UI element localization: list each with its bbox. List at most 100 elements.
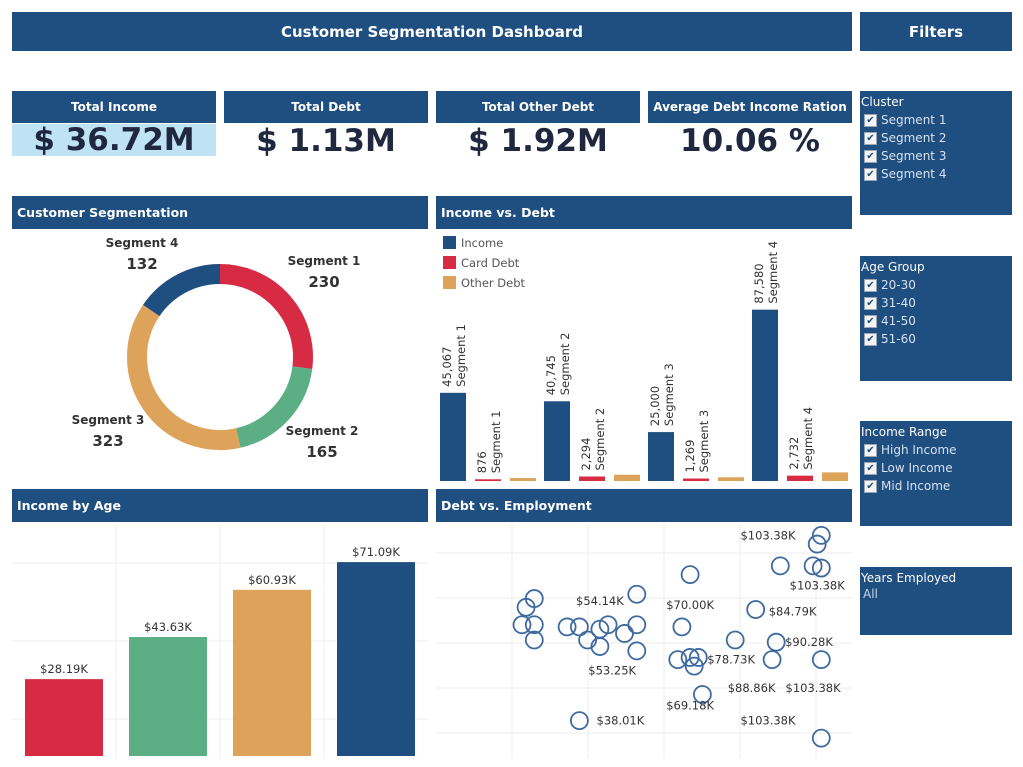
scatter-label: $103.38K xyxy=(790,579,846,593)
donut-slice-value: 132 xyxy=(126,255,157,273)
scatter-label: $38.01K xyxy=(597,714,645,728)
scatter-point[interactable] xyxy=(766,632,786,652)
bar-income[interactable] xyxy=(544,401,570,481)
scatter-point[interactable] xyxy=(627,641,647,661)
filter-years-employed-value[interactable]: All xyxy=(863,587,878,601)
scatter-point[interactable] xyxy=(516,597,536,617)
donut-slice-label: Segment 2 xyxy=(286,424,359,438)
bar-income[interactable] xyxy=(752,309,778,481)
legend-swatch xyxy=(443,256,456,269)
filter-cluster-option[interactable]: ✔ Segment 4 xyxy=(861,165,1011,183)
age-bar-41-50[interactable] xyxy=(233,589,311,756)
kpi-total-other-debt-label: Total Other Debt xyxy=(436,91,640,123)
filter-cluster-title: Cluster xyxy=(861,95,904,109)
checkbox-checked-icon[interactable]: ✔ xyxy=(864,461,877,475)
scatter-point[interactable] xyxy=(680,565,700,584)
scatter-point[interactable] xyxy=(807,534,827,554)
bar-income[interactable] xyxy=(648,432,674,481)
income-by-age-chart: $28.19K $43.63K $60.93K $71.09K xyxy=(12,523,428,759)
bar-card-debt[interactable] xyxy=(683,478,709,481)
filter-cluster-option[interactable]: ✔ Segment 1 xyxy=(861,111,1011,129)
filter-age-option[interactable]: ✔ 20-30 xyxy=(861,276,1011,294)
scatter-point[interactable] xyxy=(770,556,790,576)
scatter-point[interactable] xyxy=(569,617,589,637)
scatter-point[interactable] xyxy=(578,630,598,650)
bar-card-debt[interactable] xyxy=(475,479,501,481)
scatter-point[interactable] xyxy=(668,650,688,670)
age-bar-51-60[interactable] xyxy=(337,562,415,756)
checkbox-checked-icon[interactable]: ✔ xyxy=(864,479,877,493)
filter-income-option[interactable]: ✔ High Income xyxy=(861,441,1011,459)
scatter-point[interactable] xyxy=(680,648,700,667)
checkbox-checked-icon[interactable]: ✔ xyxy=(864,167,877,181)
filter-age-option[interactable]: ✔ 31-40 xyxy=(861,294,1011,312)
bar-other-debt[interactable] xyxy=(614,474,640,481)
filter-income-option[interactable]: ✔ Mid Income xyxy=(861,477,1011,495)
scatter-point[interactable] xyxy=(688,648,708,667)
donut-slice-value: 323 xyxy=(92,432,123,450)
scatter-point[interactable] xyxy=(692,685,712,704)
bar-other-debt[interactable] xyxy=(510,478,536,481)
bar-value-label: 2,732 xyxy=(787,437,801,470)
bar-value-label: 2,294 xyxy=(579,438,593,471)
scatter-point[interactable] xyxy=(672,617,692,637)
scatter-point[interactable] xyxy=(803,556,823,576)
scatter-point[interactable] xyxy=(627,615,647,635)
donut-slice-value: 230 xyxy=(308,273,339,291)
bar-card-debt[interactable] xyxy=(787,475,813,481)
scatter-point[interactable] xyxy=(811,650,831,670)
donut-slice-1[interactable] xyxy=(219,264,313,369)
donut-slice-4[interactable] xyxy=(142,264,221,317)
scatter-label: $103.38K xyxy=(740,714,796,728)
filter-cluster-option[interactable]: ✔ Segment 3 xyxy=(861,147,1011,165)
kpi-avg-debt-income-value: 10.06 % xyxy=(680,123,820,159)
filter-age-option[interactable]: ✔ 51-60 xyxy=(861,330,1011,348)
checkbox-checked-icon[interactable]: ✔ xyxy=(864,149,877,163)
filter-cluster-option[interactable]: ✔ Segment 2 xyxy=(861,129,1011,147)
scatter-point[interactable] xyxy=(557,617,577,637)
scatter-point[interactable] xyxy=(811,525,831,545)
scatter-label: $69.18K xyxy=(666,698,714,712)
filters-title: Filters xyxy=(860,12,1012,51)
legend-label: Income xyxy=(461,236,503,250)
checkbox-checked-icon[interactable]: ✔ xyxy=(864,296,877,310)
bar-category-label: Segment 1 xyxy=(454,324,468,387)
filter-years-employed[interactable]: Years Employed All xyxy=(860,567,1012,635)
filter-income-option[interactable]: ✔ Low Income xyxy=(861,459,1011,477)
age-bar-31-40[interactable] xyxy=(129,637,207,756)
scatter-point[interactable] xyxy=(811,728,831,748)
scatter-point[interactable] xyxy=(746,600,766,619)
bar-other-debt[interactable] xyxy=(718,477,744,481)
legend-swatch xyxy=(443,276,456,289)
scatter-point[interactable] xyxy=(598,615,618,635)
age-bar-label: $28.19K xyxy=(40,662,88,676)
bar-income[interactable] xyxy=(440,392,466,481)
scatter-point[interactable] xyxy=(524,630,544,650)
scatter-point[interactable] xyxy=(512,615,532,635)
scatter-point[interactable] xyxy=(569,711,589,731)
kpi-total-debt-value: $ 1.13M xyxy=(256,123,396,159)
checkbox-checked-icon[interactable]: ✔ xyxy=(864,314,877,328)
checkbox-checked-icon[interactable]: ✔ xyxy=(864,443,877,457)
scatter-point[interactable] xyxy=(725,630,745,650)
scatter-point[interactable] xyxy=(762,650,782,670)
bar-card-debt[interactable] xyxy=(579,476,605,481)
scatter-point[interactable] xyxy=(627,584,647,604)
donut-slice-2[interactable] xyxy=(235,366,313,448)
scatter-point[interactable] xyxy=(811,558,831,578)
filter-age-option[interactable]: ✔ 41-50 xyxy=(861,312,1011,330)
checkbox-checked-icon[interactable]: ✔ xyxy=(864,332,877,346)
scatter-point[interactable] xyxy=(684,656,704,676)
donut-slice-3[interactable] xyxy=(127,304,241,450)
scatter-point[interactable] xyxy=(524,615,544,635)
bar-other-debt[interactable] xyxy=(822,472,848,481)
donut-slice-value: 165 xyxy=(306,443,337,461)
checkbox-checked-icon[interactable]: ✔ xyxy=(864,113,877,127)
age-bar-20-30[interactable] xyxy=(25,679,103,756)
legend-label: Other Debt xyxy=(461,276,526,290)
scatter-point[interactable] xyxy=(590,637,610,656)
checkbox-checked-icon[interactable]: ✔ xyxy=(864,131,877,145)
kpi-total-income-value: $ 36.72M xyxy=(12,122,216,158)
scatter-point[interactable] xyxy=(615,624,634,643)
checkbox-checked-icon[interactable]: ✔ xyxy=(864,278,877,292)
